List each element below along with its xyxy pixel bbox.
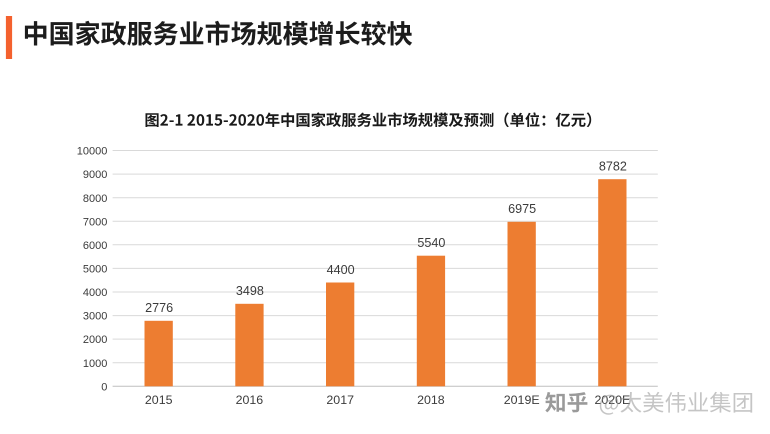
svg-text:2020E: 2020E [594, 393, 630, 407]
svg-text:9000: 9000 [83, 169, 107, 181]
svg-text:2015: 2015 [145, 393, 173, 407]
svg-text:3498: 3498 [236, 284, 264, 298]
svg-text:2016: 2016 [236, 393, 264, 407]
svg-text:8782: 8782 [599, 160, 627, 174]
svg-text:2776: 2776 [145, 301, 173, 315]
svg-text:6000: 6000 [83, 240, 107, 252]
svg-text:3000: 3000 [83, 311, 107, 323]
svg-text:2018: 2018 [417, 393, 445, 407]
svg-text:5540: 5540 [417, 236, 445, 250]
svg-text:2017: 2017 [326, 393, 354, 407]
svg-text:4000: 4000 [83, 287, 107, 299]
svg-text:6975: 6975 [508, 202, 536, 216]
svg-text:0: 0 [101, 381, 107, 393]
svg-text:4400: 4400 [327, 263, 355, 277]
svg-text:5000: 5000 [83, 264, 107, 276]
svg-text:2019E: 2019E [504, 393, 540, 407]
svg-text:1000: 1000 [83, 358, 107, 370]
svg-text:7000: 7000 [83, 216, 107, 228]
svg-text:10000: 10000 [77, 146, 108, 158]
svg-text:8000: 8000 [83, 193, 107, 205]
svg-text:2000: 2000 [83, 334, 107, 346]
